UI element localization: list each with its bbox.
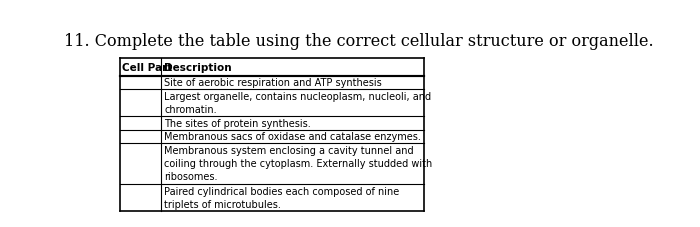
- Text: Largest organelle, contains nucleoplasm, nucleoli, and
chromatin.: Largest organelle, contains nucleoplasm,…: [164, 92, 431, 114]
- Text: Paired cylindrical bodies each composed of nine
triplets of microtubules.: Paired cylindrical bodies each composed …: [164, 186, 400, 209]
- Text: Cell Part: Cell Part: [122, 62, 172, 72]
- Text: Membranous system enclosing a cavity tunnel and
coiling through the cytoplasm. E: Membranous system enclosing a cavity tun…: [164, 146, 433, 181]
- Text: The sites of protein synthesis.: The sites of protein synthesis.: [164, 118, 311, 128]
- Text: Site of aerobic respiration and ATP synthesis: Site of aerobic respiration and ATP synt…: [164, 78, 382, 88]
- Text: Description: Description: [164, 62, 232, 72]
- Text: 11. Complete the table using the correct cellular structure or organelle.: 11. Complete the table using the correct…: [64, 32, 654, 49]
- Text: Membranous sacs of oxidase and catalase enzymes.: Membranous sacs of oxidase and catalase …: [164, 132, 421, 142]
